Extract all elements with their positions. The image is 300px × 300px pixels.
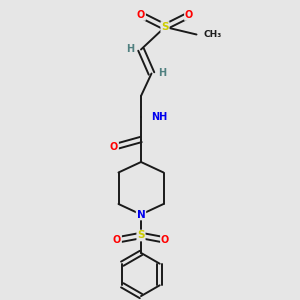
- Text: O: O: [185, 10, 193, 20]
- Text: N: N: [136, 209, 146, 220]
- Text: O: O: [110, 142, 118, 152]
- Text: S: S: [161, 22, 169, 32]
- Text: H: H: [158, 68, 166, 79]
- Text: NH: NH: [152, 112, 168, 122]
- Text: S: S: [137, 230, 145, 241]
- Text: CH₃: CH₃: [203, 30, 221, 39]
- Text: H: H: [126, 44, 135, 55]
- Text: O: O: [113, 235, 121, 245]
- Text: O: O: [161, 235, 169, 245]
- Text: O: O: [137, 10, 145, 20]
